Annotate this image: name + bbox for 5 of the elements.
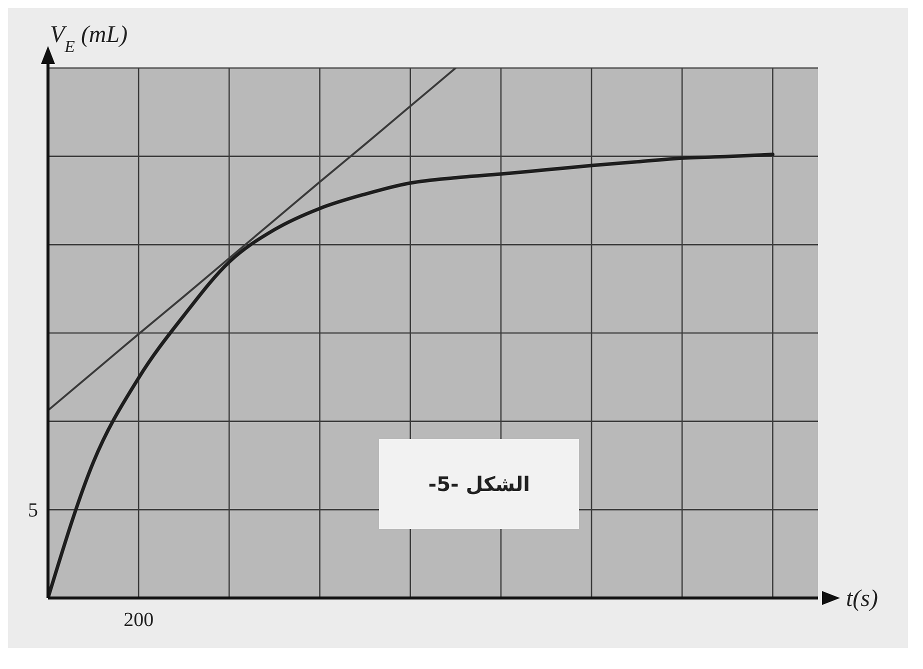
label-box: الشكل -5- xyxy=(379,439,580,529)
y-axis-title: V$_{E}$ (mL) xyxy=(50,22,128,56)
text: 5 xyxy=(28,500,38,522)
x-axis-title: t(s) xyxy=(846,586,878,612)
text: 200 xyxy=(124,609,154,631)
